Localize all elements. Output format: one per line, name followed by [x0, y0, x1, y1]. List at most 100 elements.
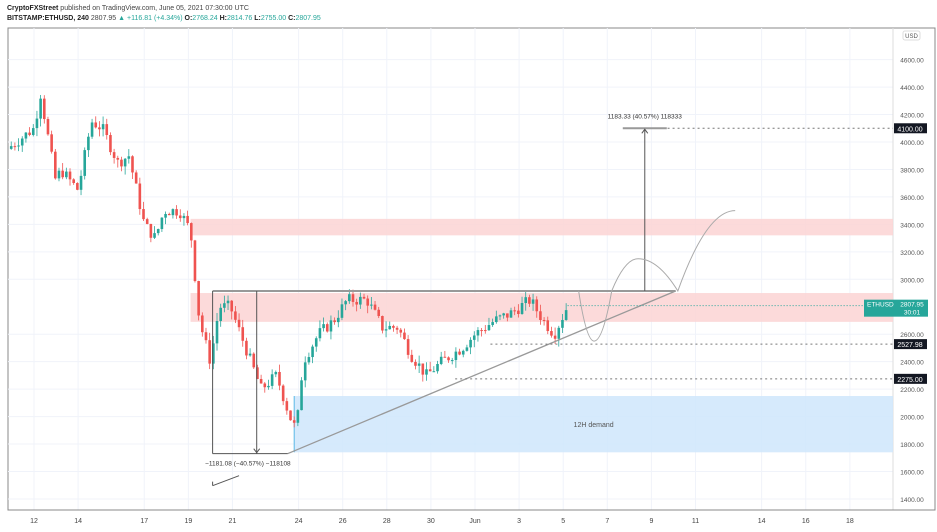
- candle-body: [381, 316, 384, 331]
- candle-body: [278, 371, 281, 386]
- y-tick-label: 3200.00: [900, 250, 924, 257]
- x-tick-label: 19: [184, 518, 192, 525]
- candle-body: [237, 319, 241, 328]
- change: ▲ +116.81 (+4.34%): [118, 15, 183, 22]
- y-tick-label: 4400.00: [900, 85, 924, 92]
- candle-body: [432, 371, 436, 373]
- candle-body: [94, 122, 98, 128]
- candle-body: [307, 357, 311, 363]
- candle-body: [87, 136, 90, 151]
- candle-body: [215, 321, 219, 344]
- candle-body: [336, 317, 340, 323]
- y-tick-label: 2600.00: [900, 332, 924, 339]
- candle-body: [472, 335, 476, 340]
- zone-supply-lower: [190, 293, 893, 322]
- candle-body: [487, 325, 491, 331]
- candle-body: [39, 98, 42, 119]
- candle-body: [461, 350, 465, 355]
- candle-body: [417, 363, 421, 366]
- candle-body: [76, 183, 79, 190]
- y-tick-label: 3800.00: [900, 167, 924, 174]
- candle-body: [388, 325, 392, 330]
- candle-body: [79, 175, 83, 190]
- candle-body: [263, 383, 267, 388]
- high-value: 2814.76: [226, 15, 253, 22]
- candle-body: [281, 385, 285, 402]
- y-tick-label: 2400.00: [900, 360, 924, 367]
- candle-body: [458, 351, 461, 355]
- candle-body: [531, 299, 535, 304]
- candle-body: [414, 361, 417, 366]
- candle-body: [513, 310, 516, 312]
- candle-body: [175, 209, 178, 216]
- candle-body: [406, 339, 410, 355]
- candle-body: [105, 124, 109, 136]
- candle-body: [123, 158, 127, 167]
- y-tick-label: 1600.00: [900, 470, 924, 477]
- x-tick-label: 30: [427, 518, 435, 525]
- x-tick-label: 14: [758, 518, 766, 525]
- candle-body: [127, 156, 131, 159]
- candle-body: [201, 315, 204, 333]
- candle-body: [502, 313, 505, 316]
- x-tick-label: 14: [74, 518, 82, 525]
- candle-body: [340, 304, 344, 318]
- candle-body: [495, 316, 498, 323]
- currency-label: USD: [905, 34, 918, 40]
- currency-badge: [902, 30, 921, 41]
- candle-body: [292, 420, 296, 423]
- candle-body: [274, 371, 278, 375]
- candle-body: [348, 294, 351, 302]
- candle-body: [524, 297, 528, 304]
- zone-demand: [294, 396, 893, 453]
- candle-body: [24, 132, 28, 139]
- candle-body: [528, 297, 531, 304]
- candle-body: [204, 332, 208, 341]
- x-tick-label: Jun: [469, 518, 480, 525]
- candle-body: [230, 300, 234, 312]
- zone-supply-upper: [190, 218, 893, 236]
- symbol-label: BITSTAMP:ETHUSD, 240: [7, 15, 89, 22]
- candle-body: [517, 310, 520, 315]
- zone-label: 12H demand: [574, 422, 614, 429]
- candle-body: [109, 135, 112, 153]
- candle-body: [300, 380, 303, 411]
- current-price: 2807.95: [900, 302, 924, 309]
- level-label: 4100.00: [897, 126, 922, 133]
- candle-body: [17, 145, 20, 147]
- candle-body: [520, 303, 524, 315]
- candle-body: [212, 343, 215, 364]
- author[interactable]: CryptoFXStreet: [7, 5, 59, 12]
- candle-body: [234, 311, 237, 320]
- publish-date: published on TradingView.com, June 05, 2…: [60, 5, 249, 12]
- current-price-badge: [864, 299, 928, 317]
- candle-body: [116, 157, 120, 160]
- y-tick-label: 1400.00: [900, 497, 924, 504]
- candle-body: [384, 329, 388, 331]
- candle-body: [322, 324, 325, 329]
- candle-body: [13, 146, 17, 148]
- x-tick-label: 24: [295, 518, 303, 525]
- candle-body: [329, 320, 333, 332]
- candle-body: [454, 351, 458, 361]
- candle-body: [546, 320, 550, 332]
- y-tick-label: 3000.00: [900, 277, 924, 284]
- y-tick-label: 4200.00: [900, 113, 924, 120]
- candle-body: [138, 183, 142, 210]
- candle-body: [542, 319, 546, 321]
- arrow-down-icon: [253, 448, 261, 454]
- candle-body: [447, 357, 450, 361]
- candle-body: [377, 309, 381, 317]
- candle-body: [289, 410, 292, 421]
- projection-path: [578, 210, 736, 342]
- candle-body: [223, 303, 226, 308]
- o-label: O:: [184, 15, 193, 22]
- candle-body: [362, 296, 366, 299]
- x-tick-label: 7: [605, 518, 609, 525]
- candle-body: [421, 363, 425, 375]
- candle-body: [252, 353, 256, 368]
- candle-body: [98, 127, 101, 130]
- candle-body: [425, 369, 428, 375]
